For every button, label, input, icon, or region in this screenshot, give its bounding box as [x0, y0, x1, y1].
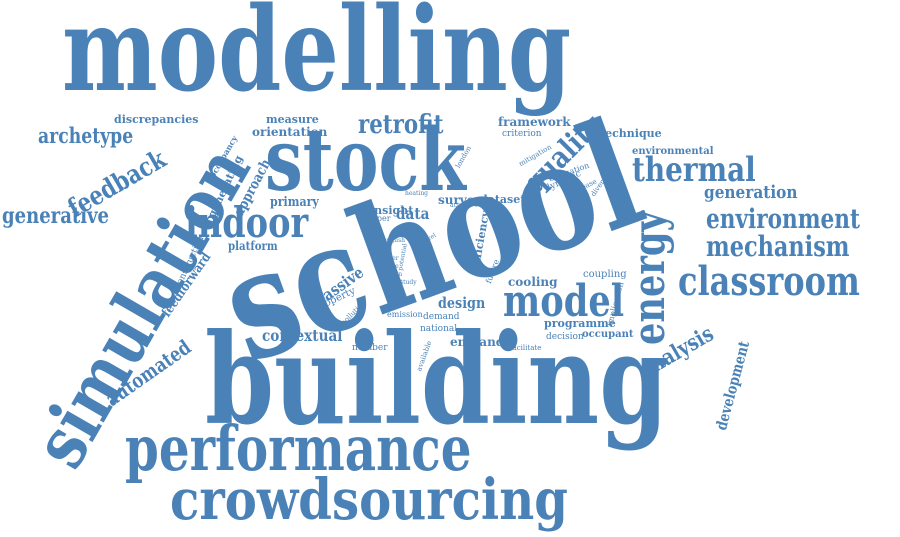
word-environmental: environmental [632, 146, 714, 157]
word-model: model [503, 276, 625, 327]
word-building: building [205, 307, 669, 453]
word-actual: actual [450, 202, 469, 209]
word-design: design [438, 294, 486, 312]
word-programme: programme [544, 317, 616, 330]
word-mechanism: mechanism [706, 230, 850, 263]
word-cooling: cooling [508, 275, 558, 289]
word-energy: energy [624, 211, 675, 345]
word-technique: technique [600, 127, 662, 140]
word-england: england [450, 335, 505, 349]
word-retrofit: retrofit [358, 110, 444, 140]
word-demand: demand [423, 312, 460, 322]
word-better: better [380, 255, 399, 262]
word-crowdsourcing: crowdsourcing [170, 467, 568, 533]
word-framework: framework [498, 115, 571, 129]
word-paper: paper [367, 214, 391, 223]
word-stock: stock [265, 110, 466, 211]
word-decision: decision [546, 332, 584, 342]
word-criterion: criterion [502, 129, 542, 139]
word-national: national [420, 324, 458, 334]
word-classroom: classroom [678, 258, 860, 305]
word-english: english [383, 237, 406, 244]
word-discrepancies: discrepancies [114, 113, 199, 126]
word-platform: platform [228, 239, 278, 253]
word-indoor: indoor [185, 198, 309, 247]
word-environment: environment [706, 204, 860, 235]
word-thermal: thermal [632, 150, 756, 190]
word-primary: primary [270, 195, 319, 210]
word-emission: emission [387, 310, 423, 319]
word-carbon: carbon [381, 271, 403, 278]
word-occupant: occupant [582, 329, 634, 340]
word-contextual: contextual [262, 326, 343, 345]
word-number: number [352, 343, 388, 353]
word-data: data [396, 204, 430, 223]
word-facilitate: facilitate [510, 344, 542, 352]
word-insight: insight [370, 204, 414, 217]
word-modelling: modelling [62, 0, 572, 118]
word-performance: performance [125, 412, 472, 485]
word-measure: measure [266, 113, 319, 126]
word-range: range [381, 263, 399, 270]
word-archetype: archetype [38, 123, 134, 148]
word-heating: heating [405, 190, 429, 197]
word-generative: generative [2, 203, 110, 229]
word-study: study [400, 279, 417, 286]
word-robust: robust [383, 279, 403, 286]
word-generation: generation [704, 182, 798, 203]
word-coupling: coupling [583, 269, 627, 280]
word-dataset: dataset [480, 193, 526, 206]
word-survey: survey [438, 193, 482, 207]
word-development: development [712, 339, 754, 433]
word-orientation: orientation [252, 125, 328, 139]
